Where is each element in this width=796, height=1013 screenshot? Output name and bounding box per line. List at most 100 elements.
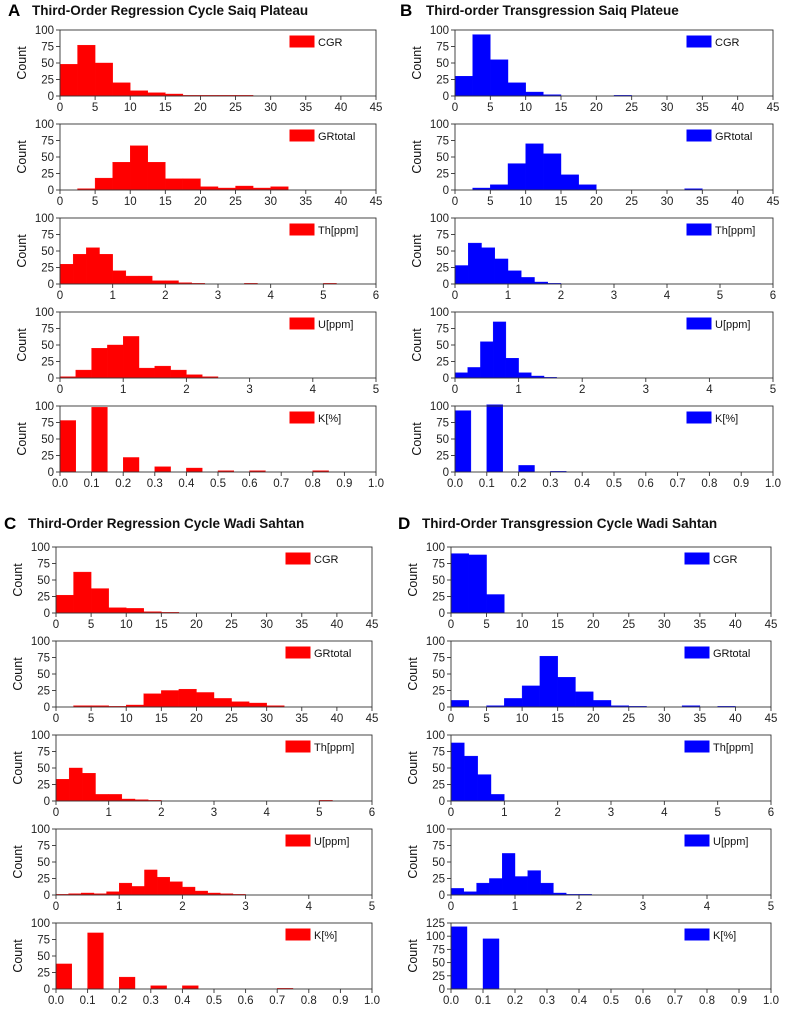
x-tick-label: 1.0	[364, 995, 380, 1007]
x-tick-label: 0	[53, 901, 59, 913]
histogram-bar	[248, 702, 267, 708]
histogram-bar	[481, 247, 495, 285]
x-tick-label: 3	[246, 384, 252, 396]
x-tick-label: 3	[643, 384, 649, 396]
x-tick-label: 2	[554, 807, 560, 819]
y-tick-label: 75	[432, 841, 445, 853]
histogram-bar	[182, 178, 201, 191]
x-tick-label: 5	[483, 619, 489, 631]
legend-label: CGR	[715, 37, 740, 49]
histogram-bar	[112, 162, 131, 191]
y-tick-label: 0	[443, 279, 449, 291]
x-tick-label: 0	[448, 901, 454, 913]
x-tick-label: 0	[452, 384, 458, 396]
legend-label: CGR	[713, 554, 738, 566]
histogram-bar	[122, 457, 140, 473]
x-tick-label: 0.4	[571, 995, 588, 1007]
x-tick-label: 1	[109, 290, 115, 302]
x-tick-label: 0.0	[52, 478, 68, 490]
x-tick-label: 0.5	[603, 995, 619, 1007]
histogram-bar	[575, 691, 594, 708]
y-tick-label: 50	[41, 58, 54, 70]
x-tick-label: 6	[369, 807, 375, 819]
x-tick-label: 0.9	[336, 478, 352, 490]
y-axis-label: Count	[410, 46, 424, 80]
panel-title: Third-Order Regression Cycle Saiq Platea…	[32, 3, 308, 18]
panel-label: C	[4, 514, 16, 533]
histogram-bar	[504, 698, 523, 708]
x-tick-label: 10	[120, 713, 133, 725]
x-tick-label: 30	[661, 102, 674, 114]
subplot-cgr: 0 25 50 75 100 0 5 10 15 20 25 30 35 40 45 Count CGR	[15, 25, 382, 114]
y-tick-label: 0	[443, 91, 449, 103]
y-tick-label: 75	[37, 841, 50, 853]
x-tick-label: 4	[263, 807, 270, 819]
x-tick-label: 0	[448, 807, 454, 819]
x-tick-label: 15	[555, 196, 568, 208]
histogram-bar	[502, 853, 516, 896]
x-tick-label: 4	[704, 901, 711, 913]
histogram-bar	[169, 881, 183, 896]
legend-label: U[ppm]	[713, 836, 748, 848]
x-tick-label: 30	[658, 713, 671, 725]
y-axis-label: Count	[15, 234, 29, 268]
y-tick-label: 50	[432, 763, 445, 775]
subplot-grtotal: 0 25 50 75 100 0 5 10 15 20 25 30 35 40 45 Count GRtotal	[15, 119, 382, 208]
y-tick-label: 75	[436, 324, 449, 336]
y-tick-label: 100	[430, 213, 449, 225]
legend-swatch	[686, 129, 712, 142]
x-tick-label: 15	[155, 713, 168, 725]
x-tick-label: 0.7	[269, 995, 285, 1007]
y-axis-label: Count	[11, 751, 25, 785]
x-tick-label: 1.0	[368, 478, 384, 490]
x-tick-label: 20	[190, 713, 203, 725]
x-tick-label: 0.7	[667, 995, 683, 1007]
x-tick-label: 3	[608, 807, 614, 819]
y-tick-label: 75	[37, 559, 50, 571]
x-tick-label: 10	[124, 102, 137, 114]
x-tick-label: 0.0	[447, 478, 463, 490]
histogram-bar	[235, 185, 254, 191]
histogram-bar	[165, 178, 184, 191]
histogram-bar	[90, 588, 109, 614]
x-tick-label: 1	[515, 384, 521, 396]
histogram-bar	[118, 882, 133, 896]
histogram-bar	[108, 794, 123, 802]
x-tick-label: 0.5	[206, 995, 222, 1007]
x-tick-label: 45	[767, 102, 780, 114]
panel-b: B Third-order Transgression Saiq Plateue 0…	[400, 1, 781, 490]
histogram-bar	[450, 888, 465, 896]
y-tick-label: 50	[37, 857, 50, 869]
histogram-bar	[194, 890, 208, 896]
x-tick-label: 20	[587, 619, 600, 631]
y-tick-label: 100	[31, 542, 50, 554]
histogram-bar	[507, 82, 526, 97]
y-axis-label: Count	[406, 563, 420, 597]
y-tick-label: 75	[41, 418, 54, 430]
x-tick-label: 0.8	[305, 478, 321, 490]
histogram-bar	[170, 369, 187, 379]
x-tick-label: 20	[587, 713, 600, 725]
panel-label: B	[400, 1, 412, 20]
subplot-thppm: 0 25 50 75 100 0 1 2 3 4 5 6 Count Th[ppm]	[406, 730, 774, 819]
y-axis-label: Count	[11, 563, 25, 597]
histogram-bar	[87, 932, 104, 990]
histogram-bar	[154, 365, 171, 379]
legend-label: GRtotal	[318, 131, 355, 143]
histogram-bar	[125, 275, 140, 285]
histogram-bar	[182, 886, 196, 896]
x-tick-label: 1	[505, 290, 511, 302]
x-tick-label: 0	[57, 290, 63, 302]
histogram-bar	[156, 876, 170, 896]
histogram-bar	[147, 92, 166, 97]
y-tick-label: 75	[432, 747, 445, 759]
x-tick-label: 2	[579, 384, 585, 396]
x-tick-label: 0.9	[332, 995, 348, 1007]
x-tick-label: 3	[611, 290, 617, 302]
histogram-bar	[486, 594, 505, 614]
x-tick-label: 15	[555, 102, 568, 114]
histogram-bar	[77, 44, 96, 97]
histogram-bar	[489, 878, 503, 896]
histogram-bar	[73, 571, 92, 614]
